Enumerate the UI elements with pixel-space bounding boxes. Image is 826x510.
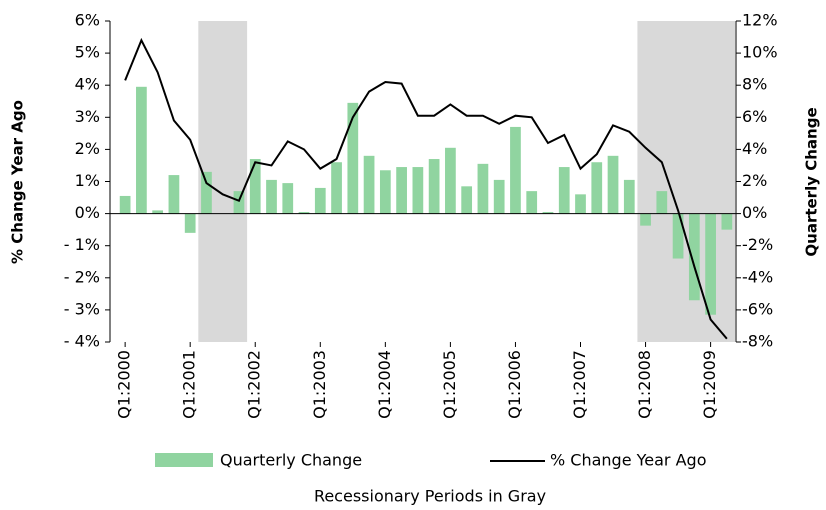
- bar: [428, 159, 440, 214]
- x-tick-label: Q1:2002: [245, 350, 264, 419]
- y-axis-title: % Change Year Ago: [9, 100, 27, 264]
- y-tick-label: 5%: [75, 43, 100, 62]
- bar: [493, 179, 505, 214]
- bar: [249, 159, 261, 214]
- bar: [119, 195, 131, 214]
- y-tick-label: 1%: [75, 171, 100, 190]
- y-tick-label: 3%: [75, 107, 100, 126]
- y-tick-label: 4%: [75, 75, 100, 94]
- y-tick-label: 2%: [75, 139, 100, 158]
- bar: [266, 179, 277, 214]
- y2-axis-title: Quarterly Change: [803, 107, 821, 256]
- x-tick-label: Q1:2001: [180, 350, 199, 419]
- y2-tick-label: 8%: [742, 75, 767, 94]
- bar: [331, 162, 342, 214]
- bar: [184, 213, 196, 233]
- bar: [363, 155, 375, 214]
- bar: [623, 179, 635, 214]
- y2-tick-label: -2%: [742, 235, 773, 254]
- legend-swatch: [155, 453, 213, 467]
- y2-tick-label: -4%: [742, 267, 773, 286]
- y-tick-label: 6%: [75, 11, 100, 30]
- bar: [379, 170, 391, 214]
- bar: [526, 191, 538, 214]
- x-tick-label: Q1:2005: [440, 350, 459, 419]
- y2-tick-label: 10%: [742, 43, 778, 62]
- x-tick-label: Q1:2006: [505, 350, 524, 419]
- bar: [347, 102, 359, 214]
- bar: [445, 147, 456, 214]
- line: [124, 37, 728, 340]
- bar: [575, 194, 586, 214]
- legend-label: % Change Year Ago: [550, 451, 706, 470]
- bar: [461, 186, 473, 214]
- y2-tick-label: -6%: [742, 299, 773, 318]
- bar: [396, 167, 407, 214]
- bar: [233, 191, 245, 214]
- y-tick-label: - 4%: [64, 332, 100, 351]
- bar: [656, 191, 668, 214]
- bar: [201, 171, 212, 214]
- y2-tick-label: 2%: [742, 171, 767, 190]
- x-tick-label: Q1:2000: [115, 350, 134, 419]
- shaded-period: [637, 21, 735, 342]
- bar: [542, 211, 554, 214]
- bar: [412, 167, 424, 214]
- y2-tick-label: 0%: [742, 203, 767, 222]
- bar: [721, 213, 733, 230]
- y2-tick-label: 12%: [742, 11, 778, 30]
- bar: [688, 213, 700, 301]
- y-tick-label: - 3%: [64, 299, 100, 318]
- bar: [282, 183, 294, 214]
- y-tick-label: - 1%: [64, 235, 100, 254]
- bar: [607, 155, 619, 214]
- y2-tick-label: -8%: [742, 332, 773, 351]
- x-tick-label: Q1:2008: [635, 350, 654, 419]
- x-tick-label: Q1:2004: [375, 350, 394, 419]
- x-tick-label: Q1:2007: [570, 350, 589, 419]
- bar: [558, 167, 570, 214]
- bar: [672, 213, 684, 259]
- y2-tick-label: 4%: [742, 139, 767, 158]
- bar: [591, 162, 603, 214]
- x-tick-label: Q1:2009: [700, 350, 719, 419]
- bar: [152, 210, 164, 214]
- bar: [314, 187, 326, 214]
- bar: [477, 163, 489, 214]
- bar: [640, 213, 651, 226]
- bar: [510, 126, 521, 214]
- legend-label: Quarterly Change: [220, 451, 362, 470]
- bar: [705, 213, 716, 315]
- note: Recessionary Periods in Gray: [314, 487, 546, 506]
- x-tick-label: Q1:2003: [310, 350, 329, 419]
- bar: [298, 211, 310, 214]
- bar: [136, 86, 147, 214]
- y-tick-label: - 2%: [64, 267, 100, 286]
- y2-tick-label: 6%: [742, 107, 767, 126]
- y-tick-label: 0%: [75, 203, 100, 222]
- bar: [168, 175, 180, 214]
